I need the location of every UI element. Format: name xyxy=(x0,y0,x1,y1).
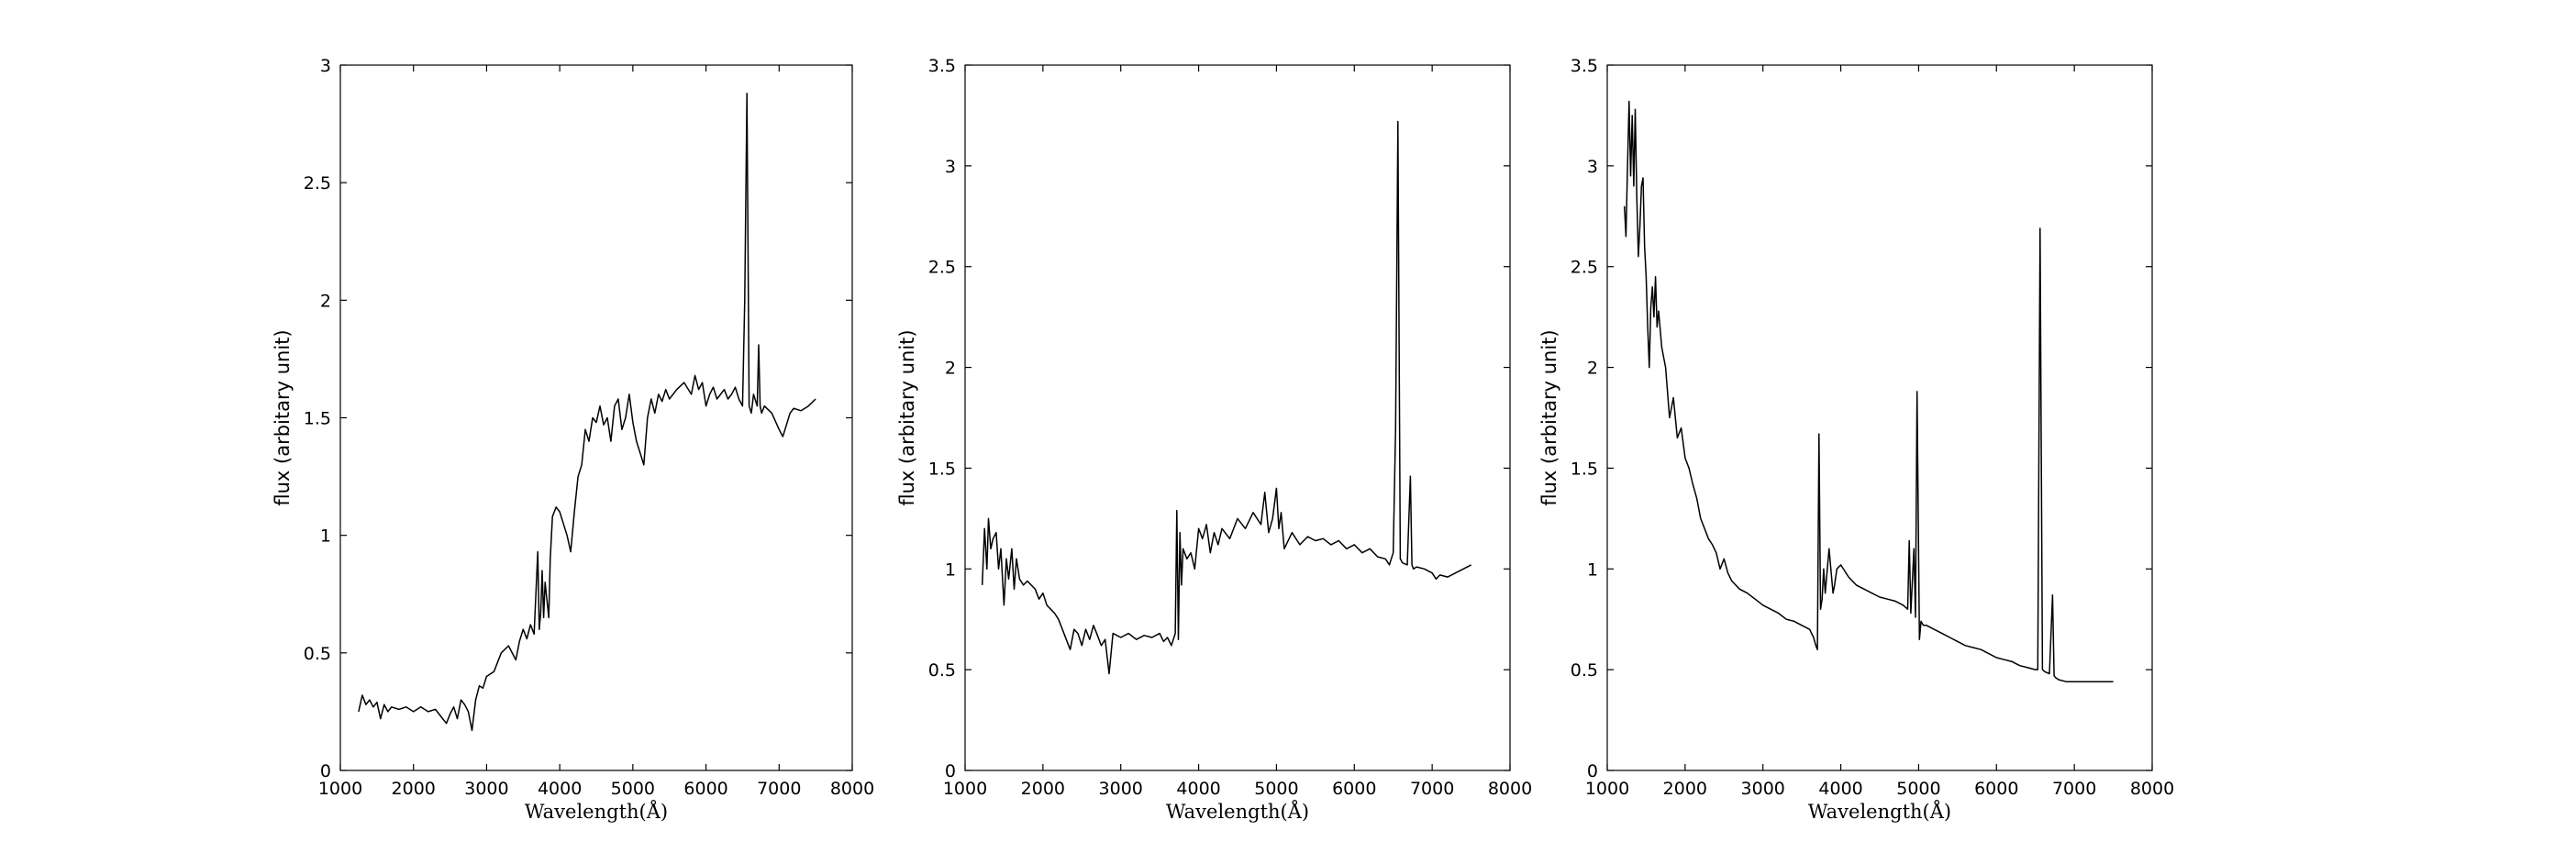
y-tick-label: 2.5 xyxy=(1571,258,1598,278)
y-tick-label: 0.5 xyxy=(928,660,956,681)
y-tick-label: 0.5 xyxy=(304,644,331,664)
spectrum-line xyxy=(1623,100,2114,683)
x-tick-label: 7000 xyxy=(757,779,801,799)
y-tick-label: 2 xyxy=(1587,359,1598,379)
x-tick-label: 6000 xyxy=(683,779,727,799)
x-tick-label: 4000 xyxy=(1818,779,1862,799)
y-tick-label: 1 xyxy=(320,526,331,547)
y-axis-label: flux (arbitary unit) xyxy=(1538,329,1560,505)
y-tick-label: 1.5 xyxy=(928,459,956,479)
y-tick-label: 3.5 xyxy=(928,56,956,76)
y-tick-label: 1 xyxy=(1587,559,1598,580)
chart-panel-1: 1000 2000 3000 4000 5000 6000 7000 8000 0 0.5 1 1.5… xyxy=(272,56,874,823)
x-tick-label: 5000 xyxy=(1896,779,1940,799)
x-axis-label: Wavelength(Å) xyxy=(1808,800,1951,823)
axes-box xyxy=(964,64,1511,771)
y-tick-label: 1.5 xyxy=(1571,459,1598,479)
y-tick-label: 2.5 xyxy=(928,258,956,278)
x-tick-label: 6000 xyxy=(1332,779,1376,799)
y-tick-label: 0 xyxy=(945,761,956,781)
x-tick-label: 2000 xyxy=(1021,779,1065,799)
x-axis-label: Wavelength(Å) xyxy=(525,800,668,823)
x-tick-label: 3000 xyxy=(464,779,508,799)
x-tick-label: 8000 xyxy=(2130,779,2174,799)
x-tick-label: 2000 xyxy=(1663,779,1707,799)
x-tick-label: 7000 xyxy=(1410,779,1454,799)
y-tick-label: 1 xyxy=(945,559,956,580)
x-tick-label: 4000 xyxy=(1176,779,1220,799)
x-tick-label: 1000 xyxy=(943,779,987,799)
axes-box xyxy=(1606,64,2153,771)
chart-panel-2: 1000 2000 3000 4000 5000 6000 7000 8000 0 0.5 1 1.5… xyxy=(896,56,1532,823)
y-tick-label: 0 xyxy=(320,761,331,781)
y-tick-label: 0 xyxy=(1587,761,1598,781)
y-axis-label: flux (arbitary unit) xyxy=(272,329,294,505)
x-tick-label: 3000 xyxy=(1099,779,1143,799)
y-axis-label: flux (arbitary unit) xyxy=(896,329,918,505)
spectrum-line xyxy=(981,120,1471,675)
x-tick-label: 6000 xyxy=(1974,779,2018,799)
y-tick-label: 3.5 xyxy=(1571,56,1598,76)
y-tick-label: 0.5 xyxy=(1571,660,1598,681)
y-tick-label: 2 xyxy=(320,291,331,311)
x-tick-label: 4000 xyxy=(538,779,582,799)
x-tick-label: 8000 xyxy=(830,779,874,799)
x-tick-label: 3000 xyxy=(1741,779,1785,799)
y-tick-label: 1.5 xyxy=(304,409,331,429)
chart-panel-3: 1000 2000 3000 4000 5000 6000 7000 8000 0 0.5 1 1.5… xyxy=(1538,56,2174,823)
x-axis-label: Wavelength(Å) xyxy=(1166,800,1309,823)
y-tick-label: 2.5 xyxy=(304,173,331,194)
x-tick-label: 1000 xyxy=(318,779,362,799)
y-tick-label: 3 xyxy=(320,56,331,76)
x-tick-label: 2000 xyxy=(392,779,436,799)
x-tick-label: 5000 xyxy=(611,779,655,799)
x-tick-label: 8000 xyxy=(1488,779,1532,799)
x-tick-label: 7000 xyxy=(2052,779,2096,799)
y-tick-label: 2 xyxy=(945,359,956,379)
y-tick-label: 3 xyxy=(945,157,956,177)
y-tick-label: 3 xyxy=(1587,157,1598,177)
axes-box xyxy=(339,64,853,771)
spectrum-line xyxy=(358,93,816,732)
x-tick-label: 1000 xyxy=(1585,779,1629,799)
x-tick-label: 5000 xyxy=(1254,779,1298,799)
